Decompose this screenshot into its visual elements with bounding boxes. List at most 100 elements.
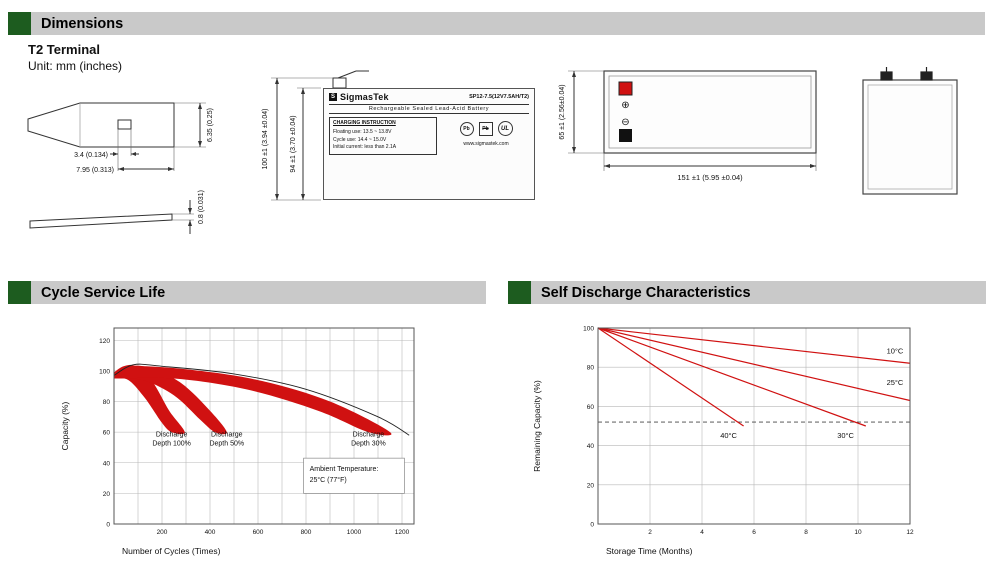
series-label: 40°C <box>720 431 737 440</box>
band-label: Depth 30% <box>351 441 386 448</box>
top-view-dim-group <box>568 70 817 171</box>
band-label: Discharge <box>353 432 385 439</box>
y-tick-label: 80 <box>103 399 111 406</box>
x-tick-label: 400 <box>205 529 216 536</box>
plus-symbol: ⊕ <box>621 100 629 111</box>
x-tick-label: 10 <box>854 529 862 536</box>
charging-line-cycle: Cycle use: 14.4 ~ 15.0V <box>333 136 387 143</box>
y-tick-label: 20 <box>587 482 595 489</box>
website-url: www.sigmastek.com <box>463 141 509 147</box>
y-tick-label: 60 <box>587 404 595 411</box>
series-label: 30°C <box>837 431 854 440</box>
charging-line-floating: Floating use: 13.5 ~ 13.8V <box>333 128 392 135</box>
battery-label-icons-area: Pb Pb UL www.sigmastek.com <box>443 117 529 155</box>
battery-type-label: Rechargeable Sealed Lead-Acid Battery <box>329 104 529 114</box>
self-discharge-chart-svg: 10°C 25°C 30°C 40°C 2 4 6 8 10 12 0 20 40 60 80 100 Stor… <box>532 326 914 557</box>
top-depth-dim: 65 ±1 (2.56±0.04) <box>559 84 566 139</box>
front-dimensions-svg: 100 ±1 (3.94 ±0.04) 94 ±1 (3.70 ±0.04) <box>262 70 369 201</box>
charging-title: CHARGING INSTRUCTION <box>333 120 396 126</box>
y-tick-label: 40 <box>587 443 595 450</box>
top-width-dim: 151 ±1 (5.95 ±0.04) <box>677 173 743 182</box>
x-tick-label: 1000 <box>347 529 362 536</box>
cycle-chart-svg: Ambient Temperature: 25°C (77°F) Discharge… <box>60 327 415 556</box>
x-axis-label: Number of Cycles (Times) <box>122 546 221 556</box>
terminal-outline-group <box>27 102 206 234</box>
terminal-detail-drawing: 3.4 (0.134) 7.95 (0.313) 6.35 (0.25) 0.8… <box>22 95 252 260</box>
terminal-dim-7-95: 7.95 (0.313) <box>76 167 114 174</box>
positive-terminal-marker <box>618 81 633 96</box>
discharge-band <box>114 365 227 435</box>
discharge-line <box>597 327 744 427</box>
terminal-dim-0-8: 0.8 (0.031) <box>198 190 205 224</box>
terminal-subhead: T2 Terminal Unit: mm (inches) <box>28 42 122 73</box>
plot-border <box>113 327 415 525</box>
self-discharge-chart: 10°C 25°C 30°C 40°C 2 4 6 8 10 12 0 20 40 60 80 100 Stor… <box>520 316 980 561</box>
side-view-outline-group <box>862 67 958 195</box>
terminal-dim-3-4: 3.4 (0.134) <box>74 152 108 159</box>
x-tick-label: 1200 <box>395 529 410 536</box>
x-tick-label: 12 <box>906 529 914 536</box>
ambient-temperature-line1: Ambient Temperature: <box>310 466 379 473</box>
cycle-section-header: Cycle Service Life <box>8 281 486 304</box>
y-tick-label: 0 <box>106 522 110 529</box>
charging-instruction-box: CHARGING INSTRUCTION Floating use: 13.5 … <box>329 117 437 155</box>
terminal-type-label: T2 Terminal <box>28 42 101 57</box>
battery-side-drawing <box>845 58 980 213</box>
series-label: 10°C <box>887 346 904 355</box>
header-bar: Self Discharge Characteristics <box>531 281 986 304</box>
battery-front-drawing: 100 ±1 (3.94 ±0.04) 94 ±1 (3.70 ±0.04) S… <box>255 58 545 248</box>
discharge-line <box>597 327 911 402</box>
band-label: Discharge <box>211 432 243 439</box>
y-tick-label: 80 <box>587 365 595 372</box>
band-label: Depth 50% <box>209 441 244 448</box>
brand-name: SigmasTek <box>340 92 389 102</box>
x-tick-label: 4 <box>700 529 704 536</box>
top-view-outline-group <box>603 70 817 154</box>
sigmastek-logo-icon: S <box>329 93 337 101</box>
header-bar: Cycle Service Life <box>31 281 486 304</box>
battery-front-view: S SigmasTek SP12-7.5(12V7.5AH/T2) Rechar… <box>323 88 535 200</box>
x-tick-label: 8 <box>804 529 808 536</box>
header-accent-square <box>8 281 31 304</box>
y-tick-label: 40 <box>103 460 111 467</box>
discharge-band <box>114 364 185 435</box>
front-dim-lines-group <box>271 70 369 201</box>
plot-border <box>597 327 911 525</box>
x-tick-label: 6 <box>752 529 756 536</box>
terminal-dim-6-35: 6.35 (0.25) <box>207 108 214 142</box>
battery-label-header: S SigmasTek SP12-7.5(12V7.5AH/T2) <box>329 92 529 102</box>
minus-symbol: ⊖ <box>621 117 629 128</box>
y-tick-label: 0 <box>590 522 594 529</box>
ul-mark-icon: UL <box>497 121 513 136</box>
capacity-outline-curve <box>113 363 410 436</box>
self-discharge-title: Self Discharge Characteristics <box>541 284 751 301</box>
cycle-service-life-chart: Ambient Temperature: 25°C (77°F) Discharge… <box>52 316 487 561</box>
top-view-svg: ⊕ ⊖ 151 ±1 (5.95 ±0.04) 65 ±1 (2.56±0.04… <box>559 70 817 182</box>
y-tick-label: 120 <box>99 338 110 345</box>
header-accent-square <box>508 281 531 304</box>
side-view-svg <box>862 67 958 195</box>
band-label: Discharge <box>156 432 188 439</box>
y-axis-label: Remaining Capacity (%) <box>532 380 542 472</box>
x-tick-label: 600 <box>253 529 264 536</box>
discharge-line <box>597 327 911 364</box>
ambient-temperature-line2: 25°C (77°F) <box>310 476 347 484</box>
dimensions-title: Dimensions <box>41 15 124 32</box>
x-tick-label: 2 <box>648 529 652 536</box>
y-tick-label: 20 <box>103 491 111 498</box>
negative-terminal-marker <box>619 129 632 142</box>
terminal-detail-svg: 3.4 (0.134) 7.95 (0.313) 6.35 (0.25) 0.8… <box>27 102 214 234</box>
ambient-temperature-box <box>303 457 405 494</box>
y-tick-label: 60 <box>103 430 111 437</box>
x-axis-label: Storage Time (Months) <box>606 546 693 556</box>
y-axis-label: Capacity (%) <box>60 402 70 451</box>
charging-line-initial: Initial current: less than 2.1A <box>333 144 397 151</box>
y-tick-label: 100 <box>99 368 110 375</box>
series-label: 25°C <box>887 378 904 387</box>
front-height-dim: 100 ±1 (3.94 ±0.04) <box>262 108 269 169</box>
header-bar: Dimensions <box>31 12 985 35</box>
cycle-title: Cycle Service Life <box>41 284 166 301</box>
self-discharge-section-header: Self Discharge Characteristics <box>508 281 986 304</box>
discharge-line <box>597 327 867 427</box>
